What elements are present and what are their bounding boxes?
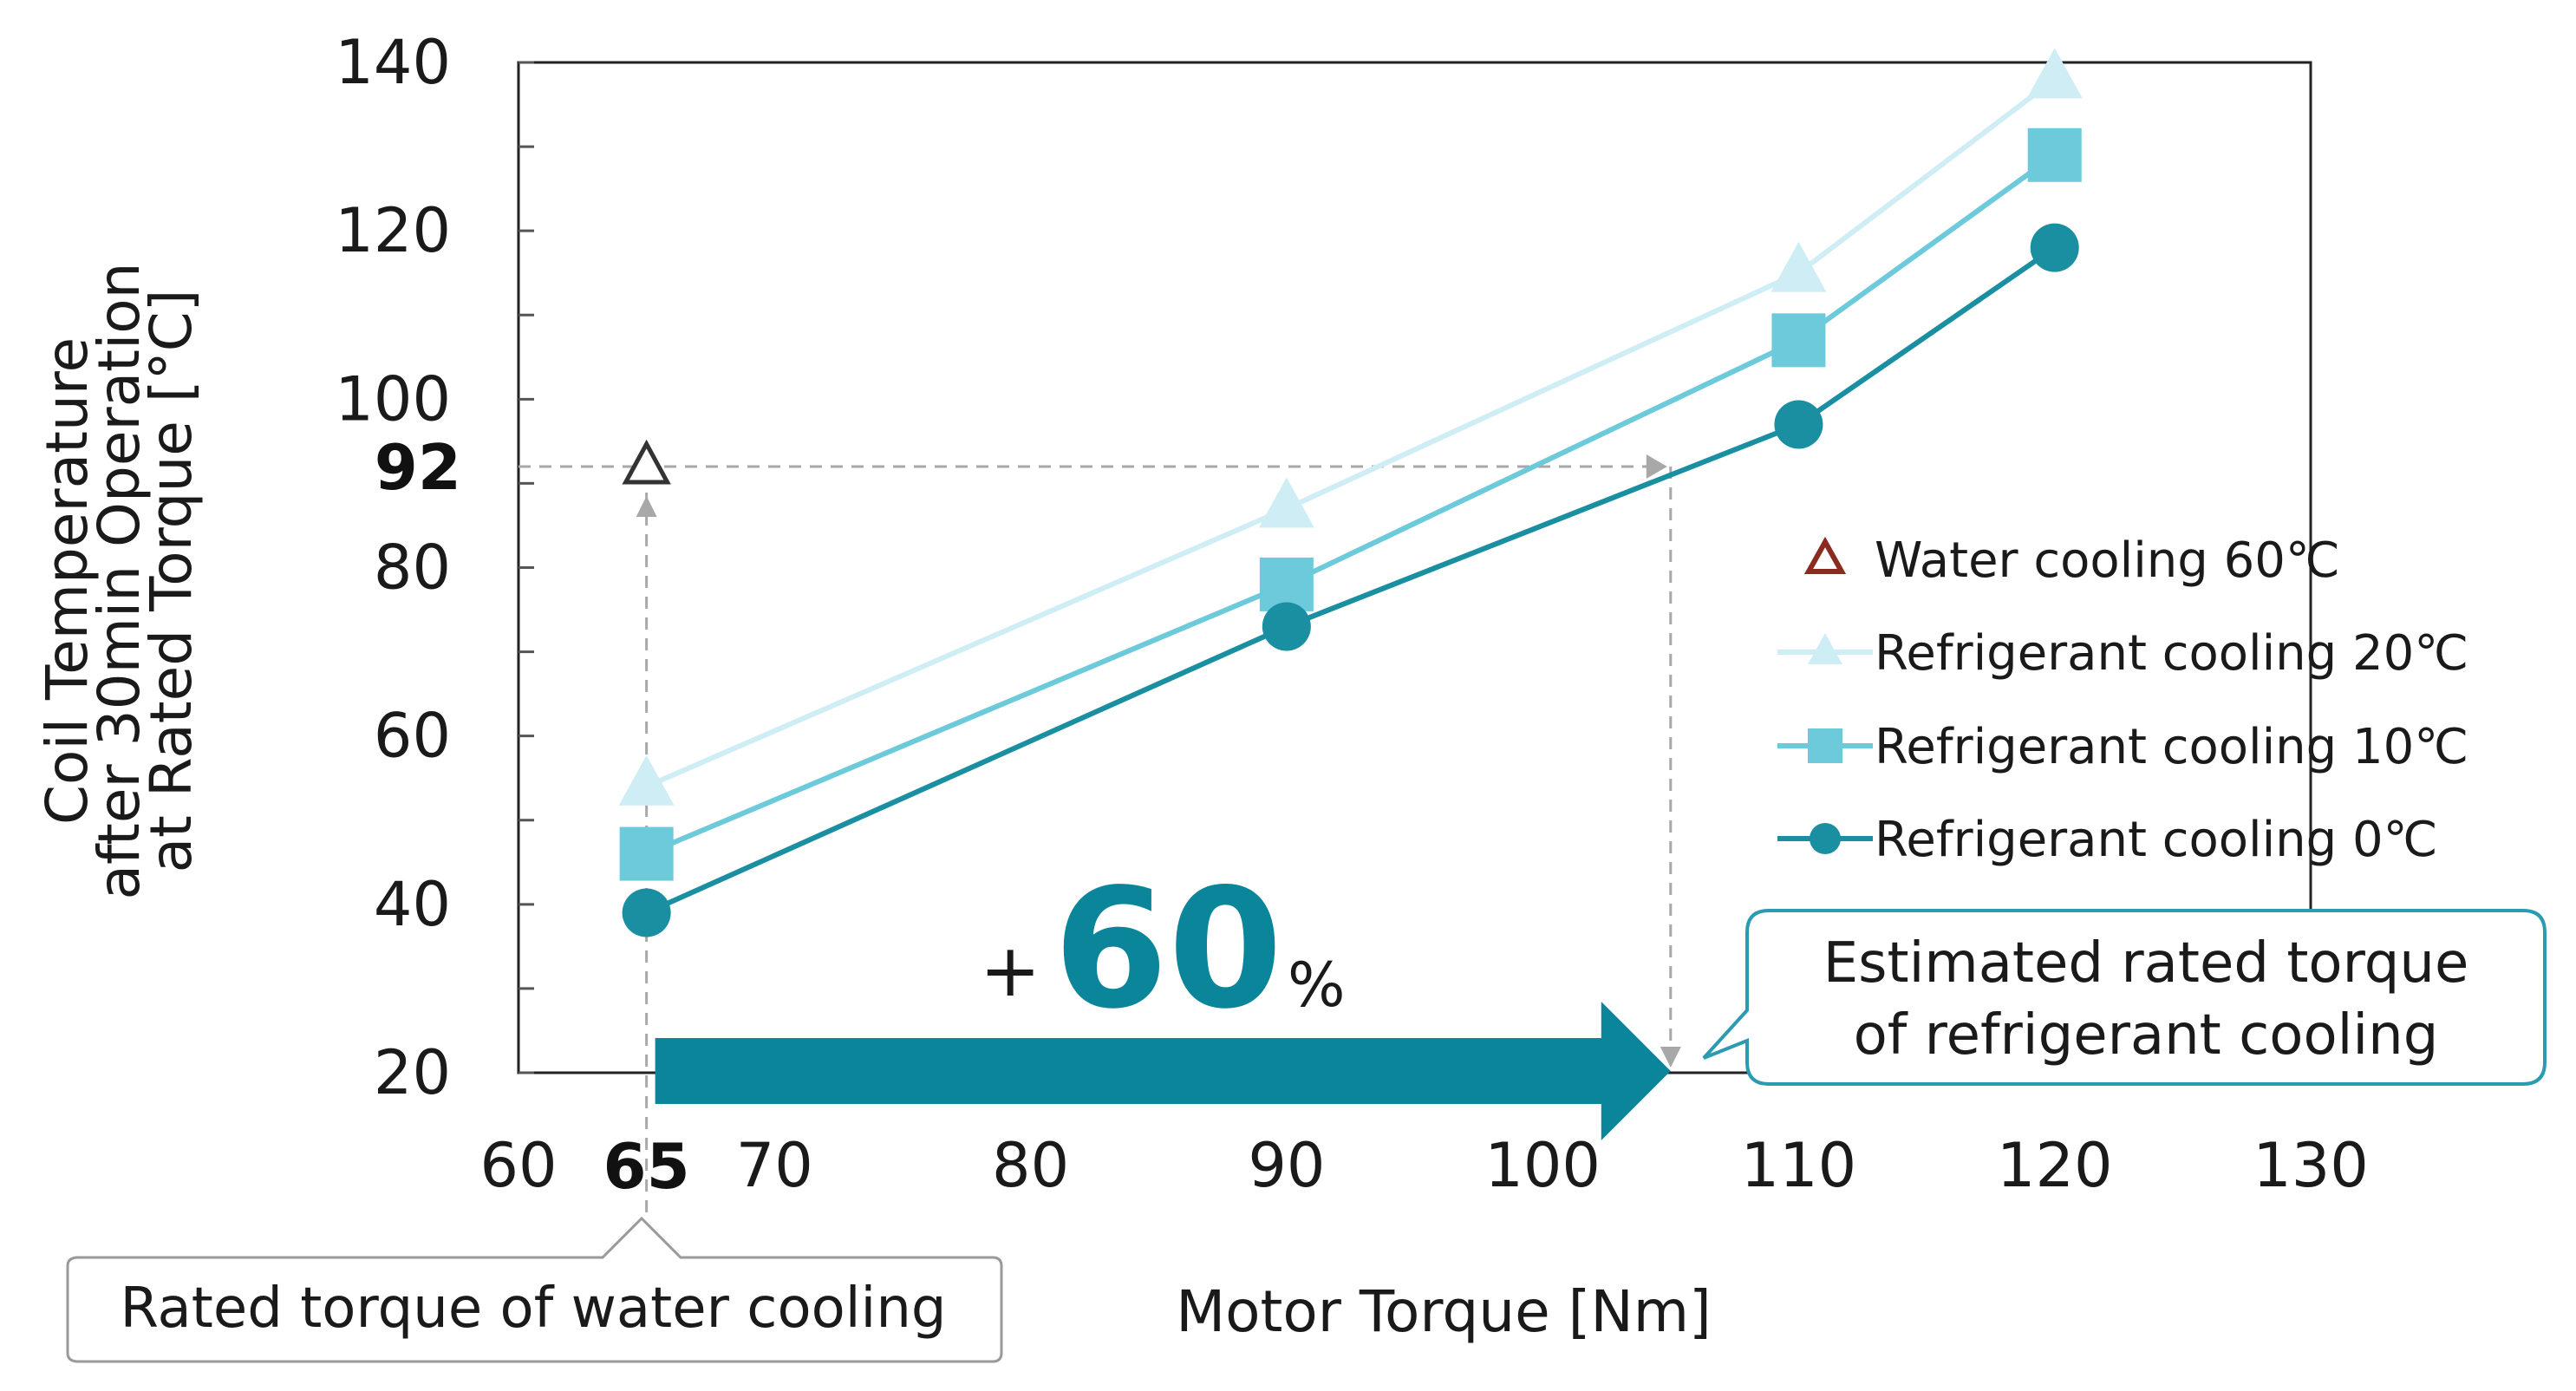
y-tick-label: 20 xyxy=(374,1037,451,1108)
y-tick-labels: 20 40 60 80 100 120 140 92 xyxy=(335,27,461,1108)
reference-arrowhead-up xyxy=(636,496,657,517)
legend-label-1: Refrigerant cooling 20℃ xyxy=(1875,625,2468,682)
refrigerant-callout-line-2: of refrigerant cooling xyxy=(1854,1003,2439,1068)
x-tick-label: 70 xyxy=(736,1130,813,1201)
x-tick-label: 100 xyxy=(1484,1130,1601,1201)
y-tick-label: 40 xyxy=(374,869,451,940)
refrigerant-callout-line-1: Estimated rated torque xyxy=(1823,931,2469,996)
x-tick-label: 120 xyxy=(1997,1130,2113,1201)
series-2-point-3 xyxy=(2027,127,2082,182)
y-axis-title-line-2: after 30min Operation xyxy=(86,263,153,900)
refrigerant-cooling-callout: Estimated rated torque of refrigerant co… xyxy=(1702,909,2547,1086)
legend-marker-2 xyxy=(1808,728,1842,763)
y-tick-label: 80 xyxy=(374,532,451,604)
legend-marker-3 xyxy=(1810,823,1841,854)
y-axis-title: Coil Temperature after 30min Operation a… xyxy=(34,263,205,900)
legend: Water cooling 60℃ Refrigerant cooling 20℃… xyxy=(1777,532,2468,868)
y-axis-title-line-3: at Rated Torque [°C] xyxy=(138,290,205,873)
water-cooling-callout: Rated torque of water cooling xyxy=(66,1216,1003,1363)
percent-plus-sign: + xyxy=(980,928,1040,1013)
increase-percent-label: + 60 % xyxy=(980,853,1346,1045)
x-tick-label: 90 xyxy=(1248,1130,1325,1201)
y-axis-title-line-1: Coil Temperature xyxy=(34,337,101,825)
series-1-point-1 xyxy=(1258,477,1314,528)
series-3-point-2 xyxy=(1774,400,1823,449)
series-line-2 xyxy=(645,153,2057,857)
water-callout-text: Rated torque of water cooling xyxy=(120,1277,946,1341)
series-2-point-2 xyxy=(1771,313,1826,368)
x-tick-label: 110 xyxy=(1741,1130,1857,1201)
series-line-3 xyxy=(645,245,2057,916)
y-tick-label-highlight: 92 xyxy=(375,431,461,504)
increase-arrow xyxy=(655,1002,1671,1140)
series-line-1 xyxy=(645,77,2057,789)
series-3-point-1 xyxy=(1262,602,1311,651)
percent-sign: % xyxy=(1288,950,1346,1021)
series-lines xyxy=(645,77,2057,916)
legend-label-3: Refrigerant cooling 0℃ xyxy=(1875,812,2438,868)
legend-label-0: Water cooling 60℃ xyxy=(1875,532,2340,589)
minor-ticks xyxy=(518,61,534,1074)
series-1-point-3 xyxy=(2026,48,2083,99)
y-tick-label: 120 xyxy=(335,195,451,266)
series-3-point-0 xyxy=(622,888,671,937)
series-1-point-0 xyxy=(618,754,675,806)
y-tick-label: 100 xyxy=(335,363,451,434)
x-tick-label: 80 xyxy=(992,1130,1069,1201)
reference-arrowhead-right xyxy=(1646,454,1667,479)
x-axis-title: Motor Torque [Nm] xyxy=(1176,1278,1712,1345)
y-tick-label: 60 xyxy=(374,701,451,772)
legend-marker-1 xyxy=(1808,633,1842,664)
x-tick-label: 60 xyxy=(479,1130,557,1201)
legend-marker-0 xyxy=(1803,536,1847,574)
series-markers xyxy=(618,48,2083,937)
x-tick-labels: 60 70 80 90 100 110 120 130 65 xyxy=(479,1130,2368,1203)
series-3-point-3 xyxy=(2030,223,2079,272)
increase-arrow-shape xyxy=(655,1002,1671,1140)
legend-label-2: Refrigerant cooling 10℃ xyxy=(1875,719,2468,775)
y-tick-label: 140 xyxy=(335,27,451,98)
refrigerant-callout-box xyxy=(1702,909,2547,1086)
x-tick-label-highlight: 65 xyxy=(603,1130,690,1203)
series-2-point-0 xyxy=(619,826,674,881)
series-0-point-0 xyxy=(622,439,671,485)
x-tick-label: 130 xyxy=(2253,1130,2369,1201)
reference-arrowhead-down xyxy=(1660,1047,1681,1068)
water-callout-box xyxy=(66,1216,1003,1363)
percent-value: 60 xyxy=(1053,853,1282,1045)
series-1-point-2 xyxy=(1771,241,1827,292)
